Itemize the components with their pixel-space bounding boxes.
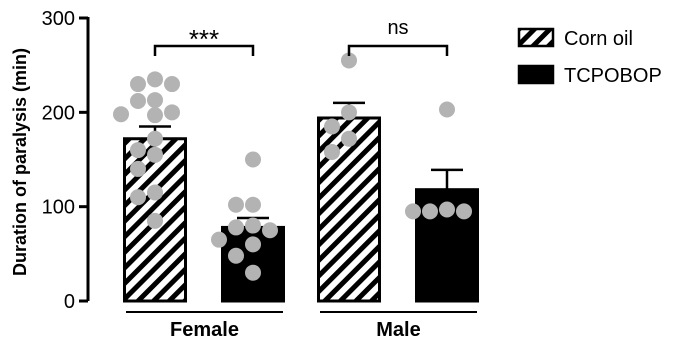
data-point <box>130 160 146 177</box>
legend-swatch <box>517 64 555 85</box>
legend-label: Corn oil <box>564 28 633 50</box>
data-point <box>147 146 163 163</box>
data-point <box>147 212 163 229</box>
data-point <box>130 93 146 110</box>
data-point <box>341 104 357 121</box>
data-point <box>439 201 455 218</box>
data-point <box>228 196 244 213</box>
legend: Corn oil TCPOBOP <box>517 27 662 87</box>
data-point <box>228 219 244 236</box>
data-point <box>130 189 146 206</box>
plot-area: 0 100 200 300 Female Male *** ns <box>42 8 479 339</box>
data-point <box>324 118 340 135</box>
data-point <box>147 107 163 124</box>
data-point <box>147 92 163 109</box>
data-point <box>211 231 227 248</box>
x-category-label: Male <box>376 319 420 339</box>
data-point <box>130 142 146 159</box>
y-axis-label: Duration of paralysis (min) <box>10 48 30 276</box>
data-point <box>422 203 438 220</box>
data-point <box>245 151 261 168</box>
data-point <box>245 264 261 281</box>
significance-bracket <box>153 44 255 56</box>
data-point <box>164 76 180 93</box>
y-tick-label: 100 <box>42 197 75 219</box>
data-point <box>341 130 357 147</box>
data-point <box>245 196 261 213</box>
data-point <box>245 217 261 234</box>
data-point <box>147 184 163 201</box>
data-point <box>164 104 180 121</box>
y-tick-label: 0 <box>64 291 75 313</box>
data-point <box>113 106 129 123</box>
data-point <box>341 52 357 69</box>
data-point <box>262 222 278 239</box>
data-point <box>228 247 244 264</box>
data-point <box>456 203 472 220</box>
x-category-label: Female <box>170 319 239 339</box>
y-tick-label: 300 <box>42 8 75 30</box>
data-point <box>147 130 163 147</box>
legend-swatch <box>517 27 555 48</box>
data-point <box>405 203 421 220</box>
significance-label: *** <box>189 24 219 54</box>
y-tick-label: 200 <box>42 102 75 124</box>
significance-label: ns <box>387 17 408 39</box>
significance-bracket <box>347 44 449 56</box>
data-point <box>147 71 163 88</box>
legend-label: TCPOBOP <box>564 65 662 87</box>
data-point <box>439 101 455 118</box>
data-point <box>245 236 261 253</box>
data-point <box>324 143 340 160</box>
data-point <box>130 76 146 93</box>
bar <box>221 225 285 303</box>
